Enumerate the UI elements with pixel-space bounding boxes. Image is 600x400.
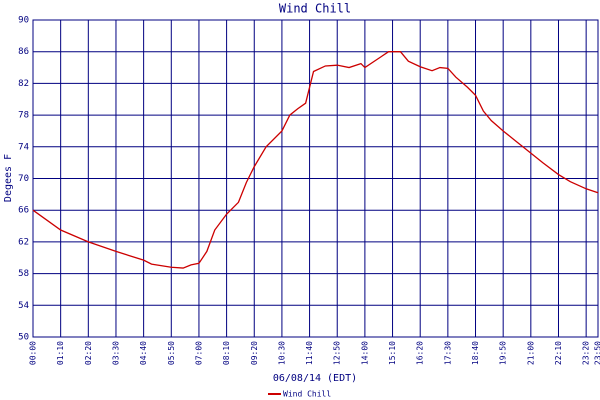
x-tick-label: 10:30 — [277, 341, 286, 365]
chart-title: Wind Chill — [279, 2, 351, 16]
x-tick-label: 17:30 — [443, 341, 452, 365]
x-tick-label: 01:10 — [56, 341, 65, 365]
x-tick-label: 22:10 — [554, 341, 563, 365]
x-tick-label: 11:40 — [305, 341, 314, 365]
y-tick-label: 58 — [18, 269, 29, 279]
plot-border — [32, 19, 599, 338]
x-axis-label: 06/08/14 (EDT) — [273, 373, 357, 384]
x-tick-label: 05:50 — [167, 341, 176, 365]
x-tick-label: 21:00 — [526, 341, 535, 365]
x-tick-label: 23:20 — [582, 341, 591, 365]
x-tick-label: 18:40 — [471, 341, 480, 365]
x-tick-label: 03:30 — [111, 341, 120, 365]
x-tick-label: 07:00 — [194, 341, 203, 365]
x-tick-label: 15:10 — [388, 341, 397, 365]
legend-label: Wind Chill — [283, 390, 331, 399]
x-tick-label: 23:50 — [594, 341, 600, 365]
y-axis-label: Degees F — [3, 154, 14, 202]
y-tick-label: 74 — [18, 142, 29, 152]
x-tick-label: 04:40 — [139, 341, 148, 365]
y-tick-label: 54 — [18, 301, 29, 311]
x-tick-label: 00:00 — [29, 341, 38, 365]
data-line — [32, 51, 599, 269]
y-tick-label: 90 — [18, 16, 29, 26]
x-tick-label: 12:50 — [333, 341, 342, 365]
x-tick-label: 16:20 — [416, 341, 425, 365]
x-tick-label: 08:10 — [222, 341, 231, 365]
y-tick-label: 70 — [18, 174, 29, 184]
y-tick-label: 62 — [18, 237, 29, 247]
y-tick-label: 86 — [18, 47, 29, 57]
y-tick-label: 66 — [18, 206, 29, 216]
x-tick-label: 19:50 — [499, 341, 508, 365]
x-tick-label: 09:20 — [250, 341, 259, 365]
x-tick-label: 14:00 — [360, 341, 369, 365]
y-tick-label: 50 — [18, 333, 29, 343]
x-tick-label: 02:20 — [84, 341, 93, 365]
y-tick-label: 82 — [18, 79, 29, 89]
y-tick-label: 78 — [18, 111, 29, 121]
